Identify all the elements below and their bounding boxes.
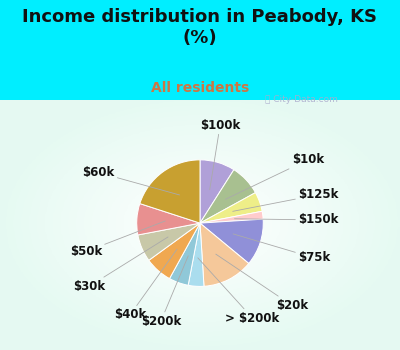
Text: $75k: $75k bbox=[233, 234, 330, 264]
Wedge shape bbox=[140, 160, 200, 223]
Wedge shape bbox=[200, 170, 256, 223]
Text: $150k: $150k bbox=[234, 214, 338, 226]
Text: $125k: $125k bbox=[233, 188, 338, 211]
Wedge shape bbox=[200, 223, 249, 286]
Wedge shape bbox=[200, 160, 234, 223]
Wedge shape bbox=[137, 204, 200, 235]
Wedge shape bbox=[149, 223, 200, 279]
Text: Income distribution in Peabody, KS
(%): Income distribution in Peabody, KS (%) bbox=[22, 8, 378, 47]
Wedge shape bbox=[170, 223, 200, 285]
Wedge shape bbox=[200, 211, 263, 223]
Wedge shape bbox=[200, 193, 262, 223]
Wedge shape bbox=[138, 223, 200, 260]
Text: $10k: $10k bbox=[225, 153, 324, 199]
Text: > $200k: > $200k bbox=[198, 258, 280, 324]
Text: $20k: $20k bbox=[216, 254, 308, 312]
Text: $30k: $30k bbox=[73, 237, 168, 293]
Text: $100k: $100k bbox=[200, 119, 240, 190]
Wedge shape bbox=[200, 219, 263, 264]
Wedge shape bbox=[188, 223, 204, 286]
Text: ⓘ City-Data.com: ⓘ City-Data.com bbox=[265, 95, 338, 104]
Text: $40k: $40k bbox=[114, 249, 177, 321]
Text: $200k: $200k bbox=[141, 256, 188, 328]
Text: $60k: $60k bbox=[82, 166, 180, 195]
Text: $50k: $50k bbox=[70, 221, 165, 258]
Text: All residents: All residents bbox=[151, 81, 249, 95]
